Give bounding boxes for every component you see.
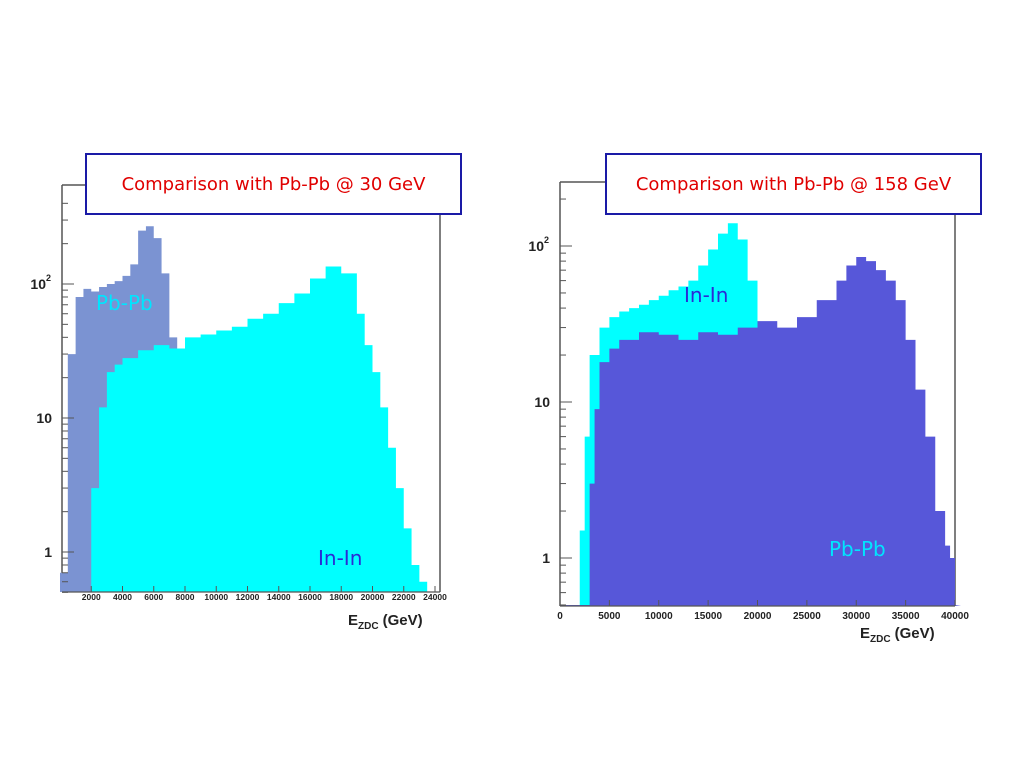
- y-tick-label-100: 10: [528, 238, 544, 254]
- x-tick-label: 30000: [842, 611, 870, 622]
- x-tick-label: 0: [557, 611, 563, 622]
- chart-title-right: Comparison with Pb-Pb @ 158 GeV: [605, 153, 982, 215]
- x-tick-label: 10000: [204, 592, 228, 602]
- y-tick-label-100: 10: [30, 276, 46, 292]
- x-tick-label: 14000: [267, 592, 291, 602]
- y-tick-label-100-exp: 2: [544, 235, 549, 245]
- x-tick-label: 15000: [694, 611, 722, 622]
- x-tick-label: 22000: [392, 592, 416, 602]
- x-tick-label: 12000: [236, 592, 260, 602]
- x-tick-label: 20000: [744, 611, 772, 622]
- series-annotation-pb-pb: Pb-Pb: [829, 537, 886, 561]
- chart-title-left: Comparison with Pb-Pb @ 30 GeV: [85, 153, 462, 215]
- chart-svg-right: 0 5000 10000 15000 20000 25000 30000 35000 40000…: [528, 181, 969, 645]
- plot-area-right: 0 5000 10000 15000 20000 25000 30000 35000 40000…: [528, 181, 969, 645]
- y-tick-label-1: 1: [44, 544, 52, 560]
- y-tick-label-10: 10: [36, 410, 52, 426]
- plot-area-left: 2000 4000 6000 8000 10000 12000 14000 16000 1800…: [30, 184, 447, 632]
- x-tick-label: 10000: [645, 611, 673, 622]
- x-tick-label: 25000: [793, 611, 821, 622]
- chart-panel-right: 0 5000 10000 15000 20000 25000 30000 35000 40000…: [512, 0, 1024, 768]
- series-in-in-histogram: [83, 266, 441, 593]
- series-annotation-in-in: In-In: [684, 283, 728, 307]
- x-axis-label: EZDC (GeV): [348, 612, 423, 632]
- x-tick-label: 8000: [176, 592, 195, 602]
- x-tick-label: 35000: [892, 611, 920, 622]
- x-tick-label: 5000: [598, 611, 621, 622]
- chart-svg-left: 2000 4000 6000 8000 10000 12000 14000 16000 1800…: [30, 184, 447, 632]
- x-tick-label: 20000: [361, 592, 385, 602]
- y-tick-label-1: 1: [542, 550, 550, 566]
- y-tick-label-100-exp: 2: [46, 273, 51, 283]
- x-axis-label: EZDC (GeV): [860, 625, 935, 645]
- x-tick-label: 2000: [82, 592, 101, 602]
- x-tick-label: 16000: [298, 592, 322, 602]
- x-tick-label: 4000: [113, 592, 132, 602]
- x-tick-label: 24000: [423, 592, 447, 602]
- y-tick-label-10: 10: [534, 394, 550, 410]
- x-tick-label: 6000: [144, 592, 163, 602]
- series-annotation-pb-pb: Pb-Pb: [96, 291, 153, 315]
- x-tick-label: 18000: [329, 592, 353, 602]
- series-annotation-in-in: In-In: [318, 546, 362, 570]
- series-pb-pb-histogram: [560, 257, 961, 606]
- x-tick-label: 40000: [941, 611, 969, 622]
- chart-panel-left: 2000 4000 6000 8000 10000 12000 14000 16000 1800…: [30, 153, 462, 632]
